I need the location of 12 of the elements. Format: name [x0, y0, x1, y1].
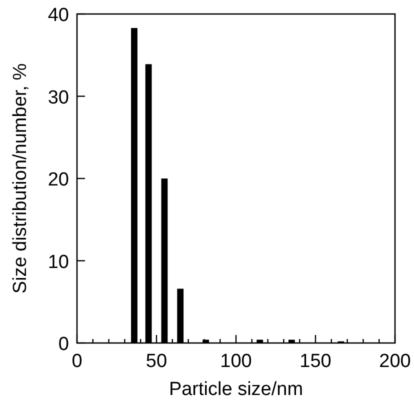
x-tick-label: 150	[300, 351, 332, 372]
x-tick-label: 200	[379, 351, 411, 372]
x-tick-label: 50	[146, 351, 168, 372]
y-tick-label: 40	[48, 5, 69, 26]
y-axis-title: Size distribution/number, %	[10, 63, 31, 294]
y-tick-label: 0	[58, 334, 69, 355]
y-tick-label: 20	[48, 170, 69, 190]
x-tick-label: 100	[220, 351, 252, 372]
y-tick-label: 30	[48, 87, 69, 108]
x-axis-title: Particle size/nm	[168, 379, 304, 400]
y-tick-label: 10	[48, 252, 69, 273]
x-tick-label: 0	[72, 351, 82, 372]
